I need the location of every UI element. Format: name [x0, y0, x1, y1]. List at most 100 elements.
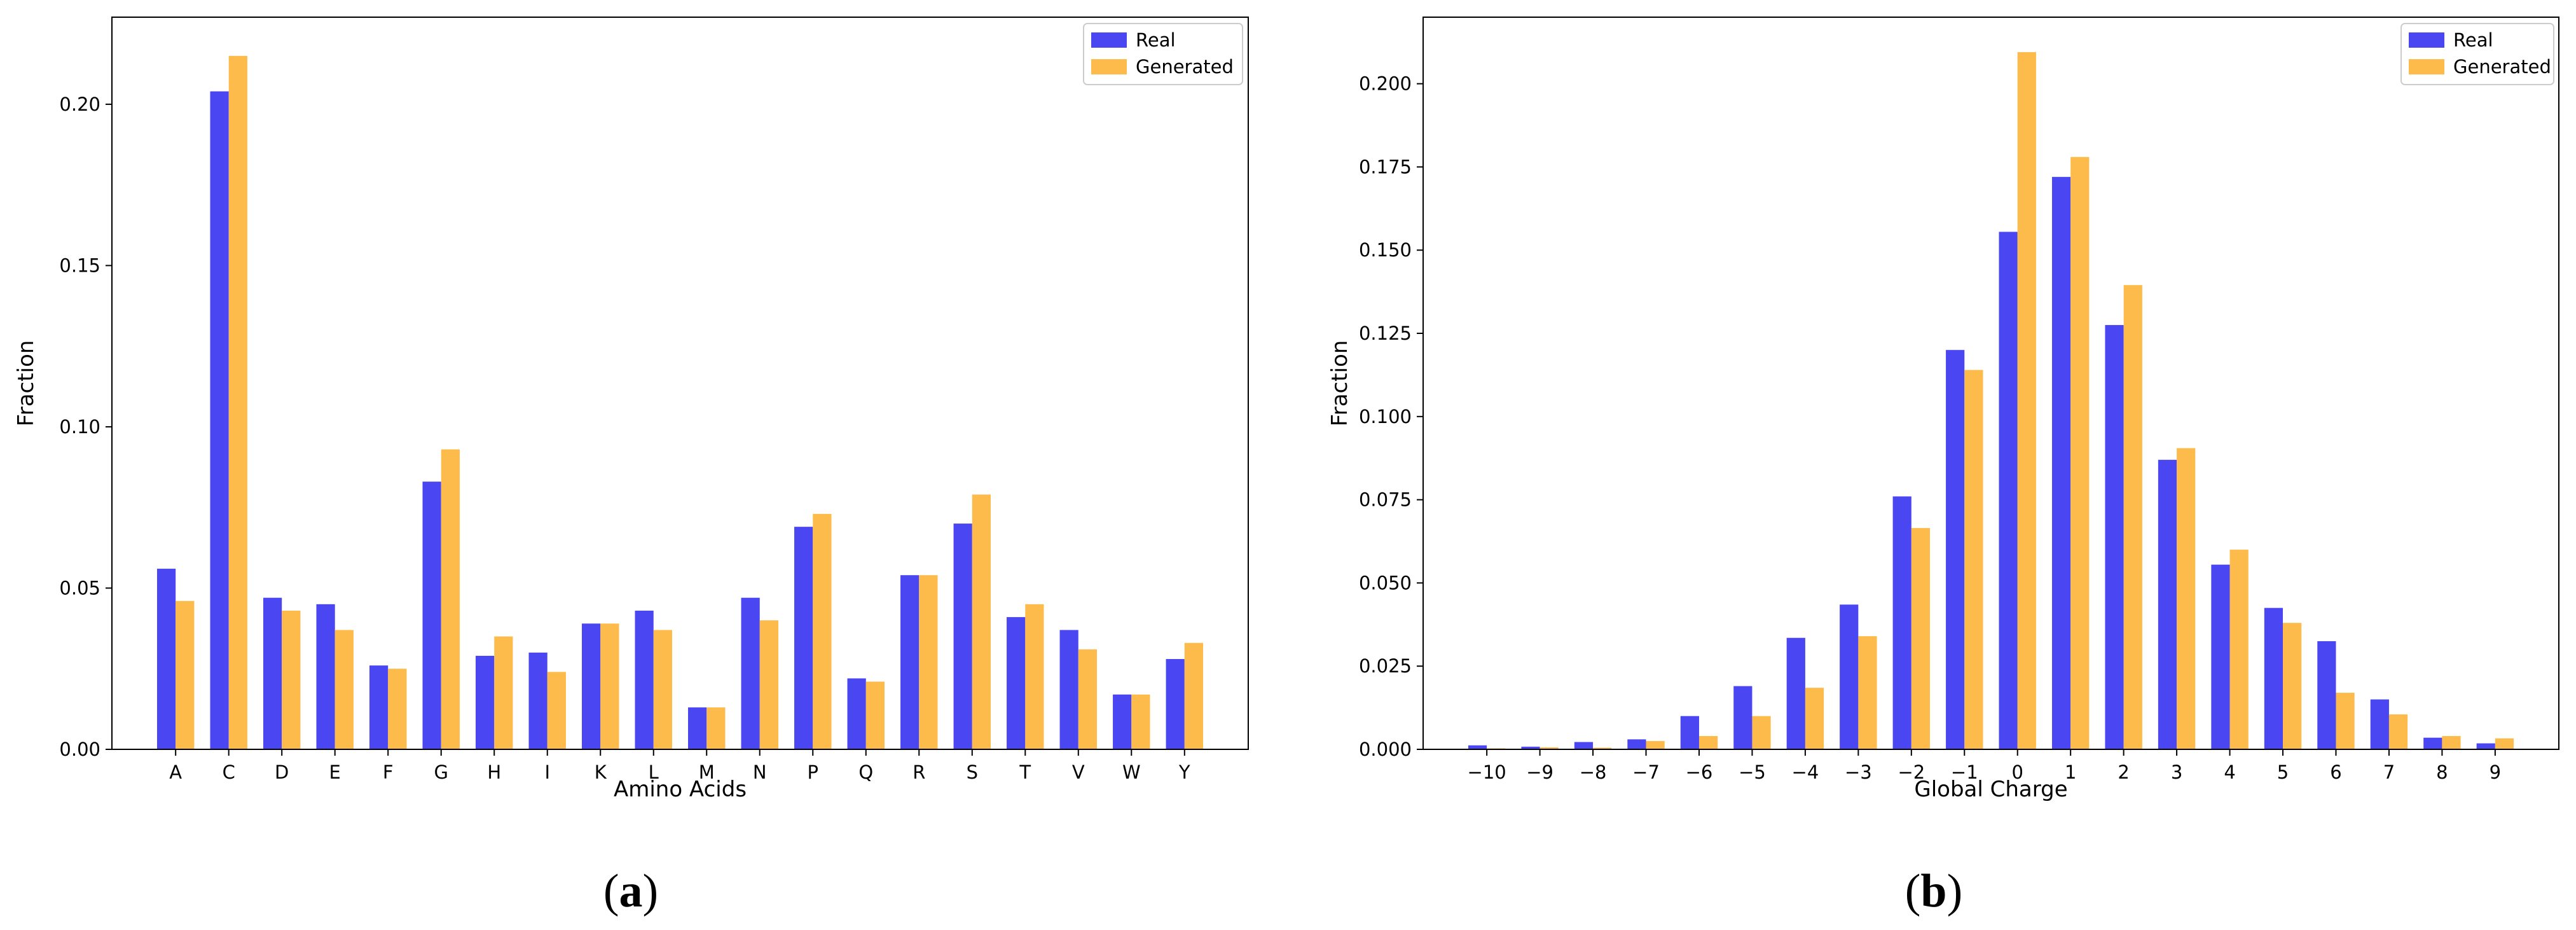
bar-generated-14	[919, 575, 938, 749]
bar-real-1	[210, 91, 229, 750]
bar-generated-8	[1911, 528, 1931, 749]
y-tick-label: 0.025	[1359, 655, 1412, 677]
bar-real-11	[741, 597, 760, 749]
caption-close: )	[1947, 865, 1963, 917]
x-tick-label: N	[753, 761, 767, 783]
bar-real-0	[1468, 745, 1487, 749]
bar-generated-13	[2177, 448, 2196, 749]
x-tick-label: T	[1019, 761, 1031, 783]
y-tick-label: 0.100	[1359, 406, 1412, 427]
legend-label-generated: Generated	[1136, 56, 1234, 78]
y-tick-label: 0.150	[1359, 239, 1412, 261]
x-tick-label: S	[967, 761, 978, 783]
figure-caption: (a)	[603, 865, 658, 917]
x-tick-label: W	[1122, 761, 1141, 783]
bar-real-13	[2158, 459, 2177, 749]
bar-generated-18	[1131, 694, 1150, 749]
bar-real-19	[2476, 743, 2495, 749]
legend-label-generated: Generated	[2453, 56, 2551, 78]
bar-generated-19	[1184, 642, 1204, 749]
chart-a: 0.00 0.05 0.10 0.15 0.20 A C D E F G H I K L M N P Q R S T V W Y…	[13, 17, 1249, 917]
x-tick-label: 7	[2383, 761, 2395, 783]
bar-generated-5	[441, 449, 460, 749]
y-tick-label: 0.00	[59, 739, 100, 760]
y-tick-label: 0.175	[1359, 156, 1412, 177]
x-tick-label: Q	[858, 761, 873, 783]
bar-real-5	[422, 482, 441, 749]
bar-generated-8	[600, 623, 619, 749]
bar-generated-16	[1025, 604, 1044, 749]
bar-generated-3	[334, 630, 354, 749]
bar-real-14	[2211, 564, 2230, 749]
x-tick-label: 1	[2065, 761, 2076, 783]
y-tick-label: 0.050	[1359, 572, 1412, 593]
x-tick-label: I	[544, 761, 550, 783]
bar-generated-0	[176, 600, 195, 749]
bar-real-14	[900, 575, 920, 749]
bar-real-15	[953, 524, 972, 749]
x-tick-label: 5	[2277, 761, 2289, 783]
bar-real-6	[476, 655, 495, 749]
x-tick-label: H	[487, 761, 501, 783]
x-tick-label: Y	[1178, 761, 1190, 783]
bar-generated-10	[2017, 52, 2036, 750]
bar-generated-15	[2283, 623, 2302, 749]
bar-generated-9	[1964, 370, 1983, 749]
bar-generated-7	[1858, 636, 1877, 749]
x-tick-label: D	[275, 761, 289, 783]
bar-generated-15	[972, 494, 991, 749]
bar-real-15	[2264, 607, 2283, 749]
x-tick-label: −10	[1468, 761, 1506, 783]
bar-generated-9	[653, 630, 672, 749]
bar-generated-14	[2229, 550, 2249, 749]
x-tick-label: L	[649, 761, 659, 783]
bar-generated-18	[2442, 736, 2461, 749]
caption-open: (	[1905, 865, 1921, 917]
x-tick-label: −4	[1792, 761, 1819, 783]
bar-real-19	[1166, 659, 1185, 749]
caption-letter: b	[1920, 865, 1946, 917]
bar-generated-3	[1646, 740, 1665, 749]
bar-generated-16	[2336, 693, 2355, 749]
bar-real-18	[1113, 694, 1132, 749]
x-tick-label: 2	[2118, 761, 2129, 783]
bar-generated-1	[1539, 747, 1559, 749]
y-tick-label: 0.20	[59, 94, 100, 115]
bar-real-7	[528, 652, 548, 749]
bar-real-2	[1574, 742, 1594, 749]
legend-swatch-real	[2409, 32, 2444, 48]
y-tick-label: 0.200	[1359, 73, 1412, 95]
bar-generated-17	[1078, 649, 1098, 749]
bar-generated-10	[706, 707, 726, 749]
y-tick-label: 0.000	[1359, 739, 1412, 760]
legend-label-real: Real	[1136, 29, 1176, 51]
x-tick-label: C	[223, 761, 235, 783]
bar-real-16	[1007, 617, 1026, 749]
x-tick-label: 9	[2490, 761, 2501, 783]
bar-real-10	[1999, 232, 2018, 749]
bar-real-8	[1892, 496, 1911, 749]
bar-generated-2	[1593, 747, 1612, 749]
x-tick-label: R	[913, 761, 925, 783]
bar-real-13	[847, 678, 866, 749]
bar-generated-5	[1752, 716, 1771, 749]
x-tick-label: −1	[1951, 761, 1978, 783]
x-tick-label: A	[169, 761, 182, 783]
x-tick-label: V	[1072, 761, 1085, 783]
x-tick-label: 3	[2171, 761, 2182, 783]
legend-label-real: Real	[2453, 29, 2493, 51]
legend-swatch-generated	[1091, 59, 1127, 74]
chart-b: 0.000 0.025 0.050 0.075 0.100 0.125 0.150 0.175…	[1327, 17, 2559, 917]
bar-real-1	[1521, 746, 1540, 749]
bar-real-2	[263, 597, 282, 749]
bar-real-9	[635, 610, 654, 749]
x-tick-label: −5	[1739, 761, 1766, 783]
x-axis-label: Global Charge	[1914, 777, 2067, 802]
x-tick-label: 4	[2224, 761, 2235, 783]
y-tick-label: 0.15	[59, 254, 100, 276]
y-tick-label: 0.05	[59, 577, 100, 599]
x-tick-label: F	[383, 761, 394, 783]
bar-real-0	[156, 569, 176, 749]
bar-generated-12	[2123, 285, 2142, 749]
x-tick-label: 8	[2436, 761, 2448, 783]
